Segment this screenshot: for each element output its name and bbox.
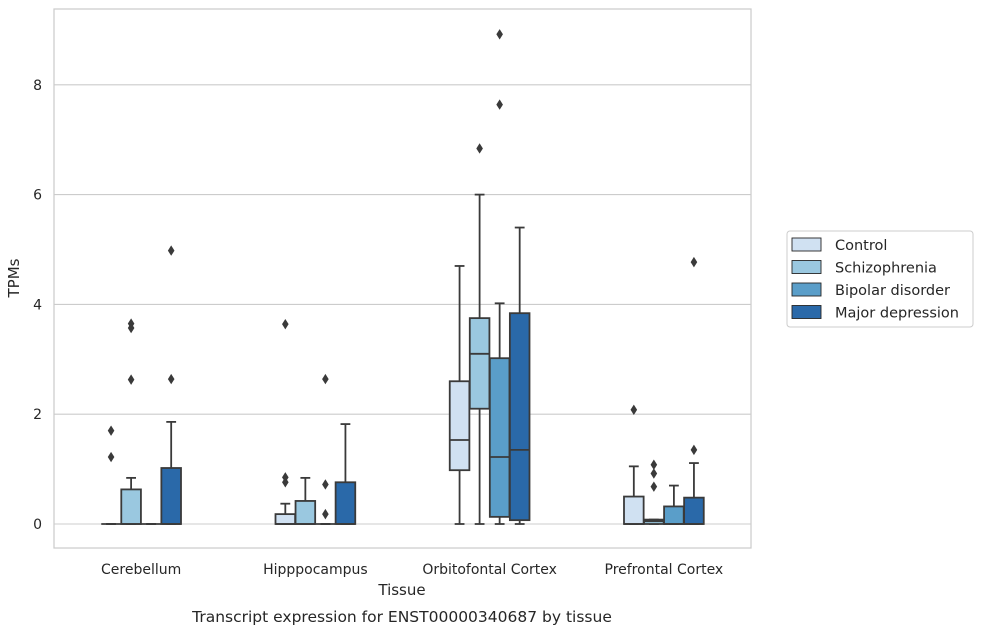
box bbox=[294, 476, 317, 525]
outlier-point bbox=[650, 459, 658, 470]
legend-swatch bbox=[791, 282, 822, 297]
y-tick-label-0: 0 bbox=[33, 517, 42, 533]
series-major-depression bbox=[160, 226, 705, 525]
outlier-point bbox=[107, 425, 115, 436]
box-body bbox=[120, 488, 142, 525]
legend-label: Major depression bbox=[835, 306, 959, 322]
x-tick-label: Prefrontal Cortex bbox=[605, 562, 724, 578]
legend-swatch bbox=[791, 237, 822, 252]
box-body bbox=[683, 496, 705, 525]
x-axis-label: Tissue bbox=[377, 581, 425, 599]
box-body bbox=[488, 357, 511, 518]
box bbox=[120, 318, 142, 525]
box bbox=[468, 143, 491, 525]
box bbox=[160, 245, 182, 525]
box-body bbox=[468, 317, 491, 410]
outlier-point bbox=[322, 373, 329, 385]
box-body bbox=[274, 513, 297, 525]
box-body bbox=[334, 481, 357, 525]
outlier-point bbox=[650, 481, 658, 492]
outlier-point bbox=[167, 245, 175, 256]
outlier-point bbox=[650, 468, 658, 479]
outlier-point bbox=[322, 508, 329, 520]
x-tick-label: Orbitofontal Cortex bbox=[422, 562, 557, 578]
outlier-point bbox=[690, 444, 698, 456]
box bbox=[448, 265, 471, 525]
box bbox=[101, 425, 121, 525]
box bbox=[334, 423, 357, 525]
box-body bbox=[448, 380, 471, 472]
outlier-point bbox=[630, 404, 638, 416]
outlier-point bbox=[127, 374, 135, 385]
legend-label: Control bbox=[835, 238, 887, 254]
y-tick-label-4: 4 bbox=[33, 297, 42, 313]
legend-label: Bipolar disorder bbox=[835, 283, 950, 299]
y-tick-label-8: 8 bbox=[33, 78, 42, 94]
legend-items: Control Schizophrenia Bipolar disorder Majo… bbox=[791, 237, 959, 322]
box bbox=[623, 404, 645, 525]
x-tick-label: Cerebellum bbox=[101, 562, 181, 578]
x-tick-labels: Cerebellum Hipppocampus Orbitofontal Corte… bbox=[101, 562, 723, 578]
outlier-point bbox=[322, 479, 329, 490]
box-body bbox=[160, 467, 182, 525]
box bbox=[488, 29, 511, 525]
box bbox=[683, 256, 705, 525]
legend-label: Schizophrenia bbox=[835, 261, 937, 277]
box bbox=[315, 373, 336, 525]
plot-area-background bbox=[54, 9, 751, 548]
outlier-point bbox=[282, 318, 289, 330]
y-tick-label-6: 6 bbox=[33, 188, 42, 204]
box-body bbox=[623, 495, 645, 525]
plot-area-frame bbox=[53, 8, 752, 549]
legend-frame bbox=[786, 230, 974, 328]
outlier-point bbox=[476, 143, 483, 154]
outlier-point bbox=[107, 451, 115, 463]
outlier-point bbox=[167, 373, 175, 385]
y-tick-labels: 0 2 4 6 8 bbox=[33, 78, 42, 533]
legend-swatch bbox=[791, 260, 822, 274]
legend: Control Schizophrenia Bipolar disorder Majo… bbox=[786, 230, 974, 328]
outlier-point bbox=[690, 256, 698, 268]
box-body bbox=[294, 500, 317, 525]
figure-caption: Transcript expression for ENST0000034068… bbox=[191, 608, 612, 626]
box bbox=[643, 459, 665, 525]
box-series-layer bbox=[101, 29, 705, 525]
box-body bbox=[508, 312, 531, 522]
outlier-point bbox=[496, 29, 503, 40]
outlier-point bbox=[127, 318, 135, 329]
x-tick-label: Hipppocampus bbox=[263, 562, 368, 578]
outlier-point bbox=[282, 472, 289, 483]
series-control bbox=[101, 265, 645, 525]
box-body bbox=[663, 505, 685, 525]
legend-swatch bbox=[791, 305, 822, 319]
y-axis-label: TPMs bbox=[5, 258, 23, 298]
box bbox=[508, 226, 531, 525]
outlier-point bbox=[496, 99, 503, 110]
series-bipolar-disorder bbox=[141, 29, 685, 525]
series-schizophrenia bbox=[120, 143, 665, 525]
y-tick-label-2: 2 bbox=[33, 407, 42, 423]
